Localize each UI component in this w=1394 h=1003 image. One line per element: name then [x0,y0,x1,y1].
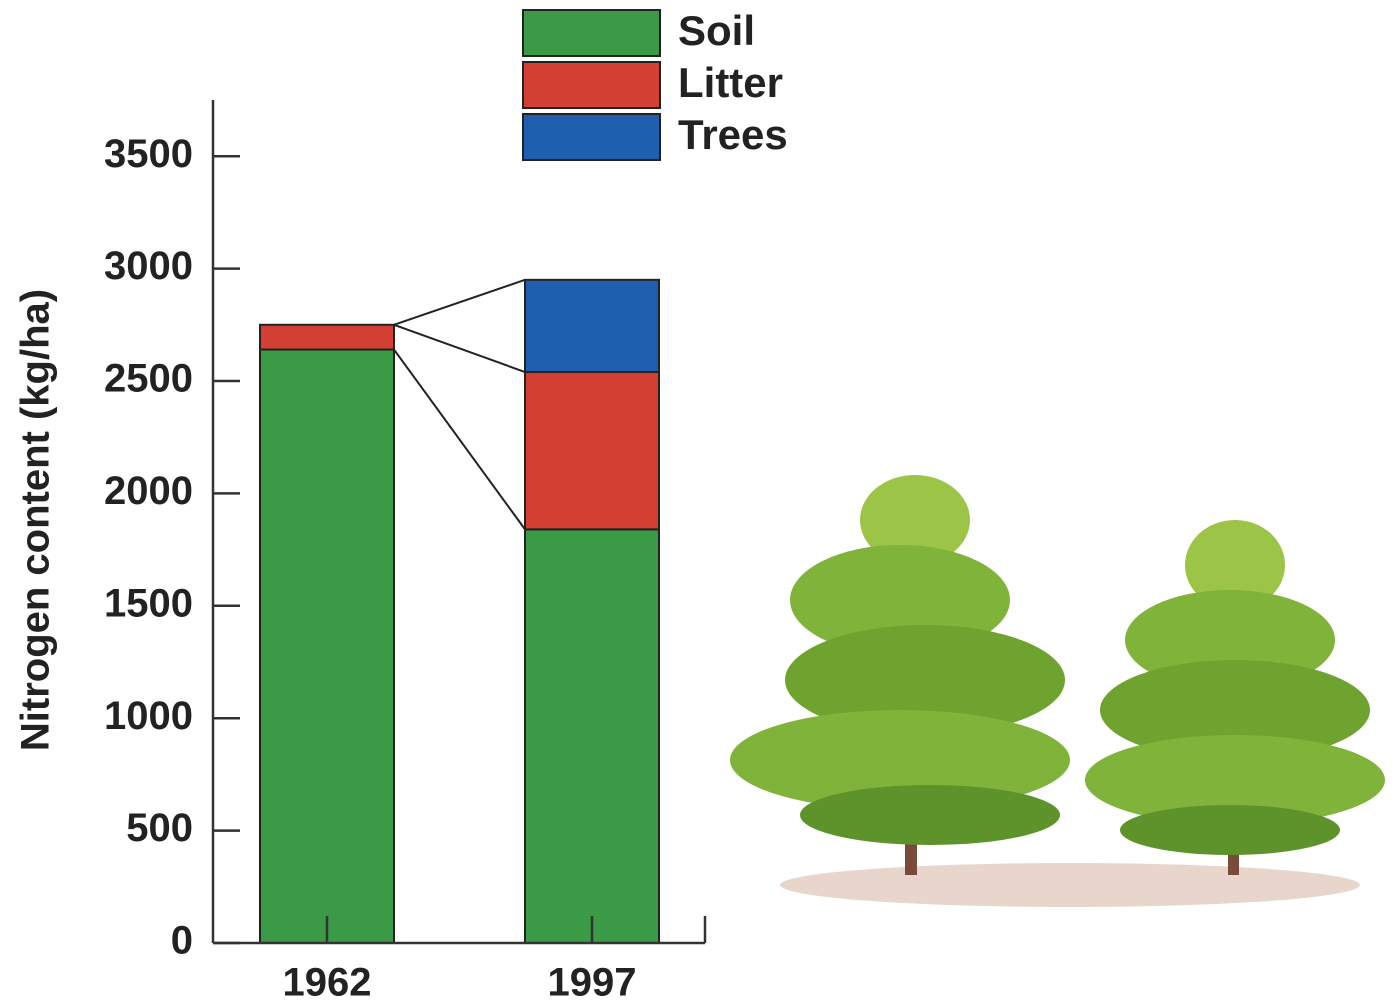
y-tick-label: 1000 [104,694,193,738]
y-tick-label: 2500 [104,357,193,401]
y-tick-label: 2000 [104,469,193,513]
y-axis-label: Nitrogen content (kg/ha) [14,289,58,751]
bar-segment [525,529,659,943]
bar-segment [525,280,659,372]
x-tick-label: 1962 [283,961,372,1003]
y-tick-label: 500 [126,806,193,850]
connector [394,325,525,372]
foliage [730,475,1385,855]
tree-illustration [730,475,1385,907]
y-tick-label: 0 [171,919,193,963]
legend-label: Trees [678,111,788,158]
y-tick-label: 3500 [104,132,193,176]
ground [780,863,1360,907]
legend-label: Soil [678,7,755,54]
x-tick-label: 1997 [548,961,637,1003]
y-tick-label: 1500 [104,581,193,625]
legend-swatch [523,62,660,108]
bar-segment [525,372,659,529]
y-tick-label: 3000 [104,244,193,288]
bar-segment [260,350,394,943]
legend-label: Litter [678,59,783,106]
legend-swatch [523,114,660,160]
connector [394,280,525,325]
legend-swatch [523,10,660,56]
bar-segment [260,325,394,350]
connector [394,350,525,530]
chart: Nitrogen content (kg/ha) 0 500 1000 1500 200… [0,0,1394,1003]
